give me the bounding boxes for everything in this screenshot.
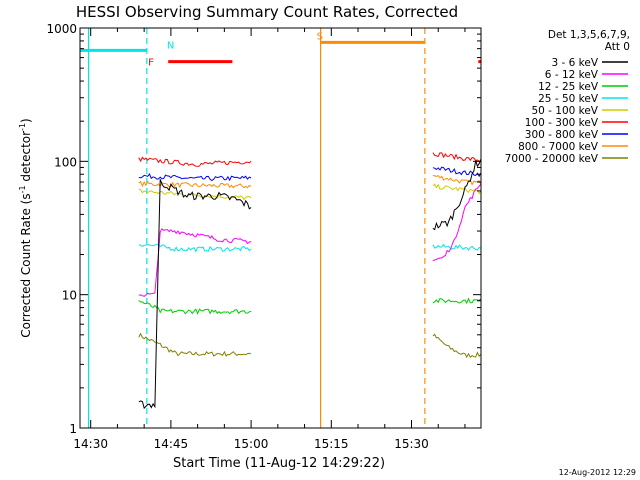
y-axis: 1 10 100 1000: [46, 22, 481, 436]
y-axis-label-main: Corrected Count Rate (s: [19, 193, 33, 337]
series-100-300-keV-seg1: [138, 156, 252, 167]
footer-stamp: 12-Aug-2012 12:29: [559, 468, 636, 477]
series-3-6-keV-seg2: [432, 158, 481, 231]
legend-label-6: 300 - 800 keV: [525, 129, 599, 141]
legend-title-line1: Det 1,3,5,6,7,9,: [548, 29, 630, 41]
x-tick-label: 14:30: [73, 437, 108, 451]
y-axis-label-sup1: -1: [18, 185, 27, 193]
y-tick-label: 1000: [46, 22, 77, 36]
legend-label-5: 100 - 300 keV: [525, 117, 599, 129]
legend-label-7: 800 - 7000 keV: [518, 141, 599, 153]
y-axis-label-sup2: -1: [18, 123, 27, 131]
series-25-50-keV-seg2: [432, 243, 481, 251]
series-300-800-keV-seg1: [138, 173, 252, 182]
series-3-6-keV-seg1: [138, 179, 252, 410]
x-tick-label: 15:30: [394, 437, 429, 451]
legend-label-0: 3 - 6 keV: [551, 57, 598, 69]
series-800-7000-keV-seg2: [432, 174, 481, 186]
y-tick-label: 100: [54, 155, 77, 169]
series-7000-20000-keV-seg1: [138, 332, 252, 357]
series-6-12-keV-seg1: [138, 228, 252, 297]
annotation-s: S: [317, 31, 323, 42]
x-tick-label: 15:00: [234, 437, 269, 451]
x-tick-label: 14:45: [154, 437, 189, 451]
y-axis-label-end: ): [19, 118, 33, 123]
x-axis: 14:30 14:45 15:00 15:15 15:30: [73, 28, 466, 451]
series-12-25-keV-seg2: [432, 297, 481, 305]
x-axis-label: Start Time (11-Aug-12 14:29:22): [173, 456, 385, 471]
series-6-12-keV-seg2: [432, 182, 481, 262]
legend-label-4: 50 - 100 keV: [531, 105, 598, 117]
series-300-800-keV-seg2: [432, 166, 481, 178]
y-tick-label: 1: [69, 422, 77, 436]
plot-area: F N S: [80, 28, 481, 428]
plot-content: [80, 28, 481, 428]
series-800-7000-keV-seg1: [138, 180, 252, 189]
legend-label-1: 6 - 12 keV: [545, 69, 599, 81]
legend-label-3: 25 - 50 keV: [538, 93, 599, 105]
plot-frame: [79, 27, 482, 429]
legend-label-2: 12 - 25 keV: [538, 81, 599, 93]
y-axis-label-mid: detector: [19, 131, 33, 186]
chart-title: HESSI Observing Summary Count Rates, Cor…: [76, 3, 458, 21]
legend-title-line2: Att 0: [605, 41, 630, 53]
series-50-100-keV-seg2: [432, 183, 481, 195]
series-7000-20000-keV-seg2: [432, 333, 481, 359]
series-100-300-keV-seg2: [432, 152, 481, 162]
annotation-n: N: [167, 41, 174, 52]
annotation-f: F: [148, 58, 154, 69]
series-25-50-keV-seg1: [138, 243, 252, 253]
y-axis-label: Corrected Count Rate (s-1 detector-1): [18, 118, 33, 337]
legend-label-8: 7000 - 20000 keV: [505, 153, 599, 165]
x-tick-label: 15:15: [314, 437, 349, 451]
y-tick-label: 10: [62, 289, 77, 303]
